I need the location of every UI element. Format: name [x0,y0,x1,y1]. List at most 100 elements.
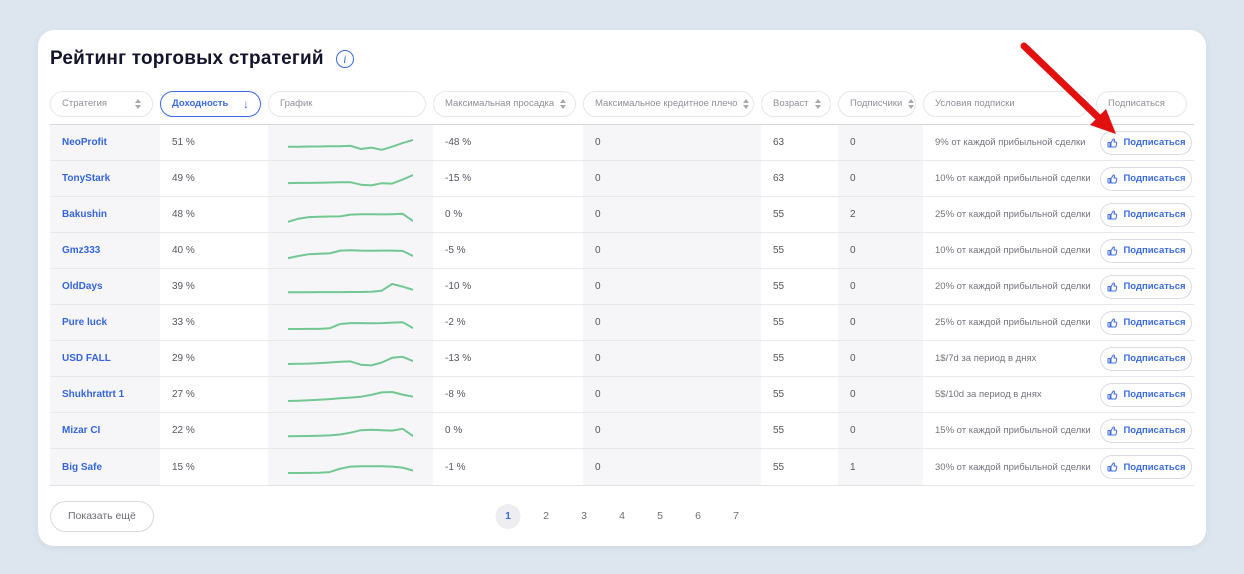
profit-value-cell: 27 % [160,377,268,412]
column-header-pill[interactable]: Возраст [761,90,831,117]
subscribe-button-label: Подписаться [1123,173,1186,184]
strategy-link[interactable]: Mizar CI [62,425,101,436]
column-header-cell: График [268,90,433,117]
subscribe-button[interactable]: Подписаться [1100,202,1192,227]
age-value-cell: 63 [761,161,838,196]
leverage-value: 0 [595,173,601,184]
subscribers-value-cell: 0 [838,305,923,340]
sort-carets-icon [908,98,915,109]
column-header-pill[interactable]: Стратегия [50,90,153,117]
column-header-pill[interactable]: Максимальная просадка [433,90,576,117]
page-number[interactable]: 4 [619,510,625,522]
profit-value-cell: 22 % [160,413,268,448]
strategy-link[interactable]: TonyStark [62,173,111,184]
subscribers-value: 0 [850,173,856,184]
subscribe-button-label: Подписаться [1123,389,1186,400]
page-number[interactable]: 6 [695,510,701,522]
subscribe-button[interactable]: Подписаться [1100,310,1192,335]
table-row: Mizar CI 22 % 0 % 0 55 0 15% от каждой прибыль… [50,413,1194,449]
thumbs-up-icon [1107,138,1118,147]
sparkline-chart [288,173,413,186]
subscribe-button[interactable]: Подписаться [1100,130,1192,155]
subscribe-button[interactable]: Подписаться [1100,455,1192,479]
age-value: 55 [773,281,785,292]
drawdown-value: -2 % [445,317,466,328]
info-icon[interactable]: i [335,50,354,68]
card-header: Рейтинг торговых стратегий i [38,30,1206,70]
column-header-pill: Подписаться [1096,90,1187,117]
age-value: 55 [773,425,785,436]
table-row: OldDays 39 % -10 % 0 55 0 20% от каждой прибыл… [50,269,1194,305]
thumbs-up-icon [1107,318,1118,327]
page-number[interactable]: 2 [543,510,549,522]
strategy-link[interactable]: Pure luck [62,317,108,328]
page-number[interactable]: 3 [581,510,587,522]
column-header-label: Подписчики [850,98,903,109]
strategy-link[interactable]: Gmz333 [62,245,101,256]
strategy-link-cell: Bakushin [50,197,160,232]
subscribe-cell: Подписаться [1096,377,1194,412]
strategy-link-cell: Mizar CI [50,413,160,448]
thumbs-up-icon [1107,426,1118,435]
strategy-link[interactable]: OldDays [62,281,103,292]
column-header-label: Подписаться [1108,98,1165,109]
sparkline-cell [268,269,433,304]
subscribe-cell: Подписаться [1096,413,1194,448]
subscribe-button[interactable]: Подписаться [1100,382,1192,407]
table-row: NeoProfit 51 % -48 % 0 63 0 9% от каждой прибы… [50,125,1194,161]
table-row: Pure luck 33 % -2 % 0 55 0 25% от каждой прибы… [50,305,1194,341]
column-header-pill: График [268,90,426,117]
column-header-pill[interactable]: Максимальное кредитное плечо [583,90,754,117]
show-more-button[interactable]: Показать ещё [50,500,154,532]
column-header-cell: Стратегия [50,90,160,117]
subscribe-button[interactable]: Подписаться [1100,274,1192,299]
subscribers-value: 1 [850,461,856,473]
strategy-link-cell: Pure luck [50,305,160,340]
column-header-label: Стратегия [62,98,108,109]
drawdown-value-cell: -8 % [433,377,583,412]
drawdown-value-cell: -5 % [433,233,583,268]
age-value-cell: 55 [761,413,838,448]
subscription-terms: 9% от каждой прибыльной сделки [935,137,1086,148]
sparkline-chart [288,282,413,293]
table-row: TonyStark 49 % -15 % 0 63 0 10% от каждой приб… [50,161,1194,197]
column-header-label: Доходность [172,98,229,109]
subscription-terms-cell: 5$/10d за период в днях [923,377,1096,412]
subscribe-button[interactable]: Подписаться [1100,238,1192,263]
profit-value: 49 % [172,173,195,184]
subscription-terms-cell: 9% от каждой прибыльной сделки [923,125,1096,160]
subscribers-value: 0 [850,245,856,256]
subscribe-button[interactable]: Подписаться [1100,418,1192,443]
strategy-link[interactable]: NeoProfit [62,137,107,148]
drawdown-value: -1 % [445,461,466,473]
page-number[interactable]: 1 [495,503,521,529]
leverage-value-cell: 0 [583,125,761,160]
subscribers-value: 2 [850,209,856,220]
strategy-link[interactable]: Shukhrattrt 1 [62,389,125,400]
strategy-link[interactable]: Big Safe [62,461,103,473]
strategy-link[interactable]: Bakushin [62,209,108,220]
age-value-cell: 55 [761,341,838,376]
subscribers-value-cell: 0 [838,377,923,412]
drawdown-value-cell: 0 % [433,197,583,232]
sparkline-chart [288,138,413,151]
subscribers-value: 0 [850,353,856,364]
subscribe-button[interactable]: Подписаться [1100,346,1192,371]
subscribe-cell: Подписаться [1096,197,1194,232]
strategy-link[interactable]: USD FALL [62,353,111,364]
subscription-terms-cell: 30% от каждой прибыльной сделки [923,449,1096,485]
page-number[interactable]: 5 [657,510,663,522]
table-row: USD FALL 29 % -13 % 0 55 0 1$/7d за период в д… [50,341,1194,377]
leverage-value: 0 [595,317,601,328]
column-header-cell: Условия подписки [923,90,1096,117]
subscribe-button[interactable]: Подписаться [1100,166,1192,191]
page-number[interactable]: 7 [733,510,739,522]
subscription-terms-cell: 25% от каждой прибыльной сделки [923,305,1096,340]
column-header-pill[interactable]: Доходность ↓ [160,90,261,117]
profit-value: 33 % [172,317,195,328]
subscription-terms: 10% от каждой прибыльной сделки [935,173,1091,184]
column-header-cell: Подписаться [1096,90,1194,117]
leverage-value: 0 [595,209,601,220]
leverage-value-cell: 0 [583,413,761,448]
column-header-pill[interactable]: Подписчики [838,90,916,117]
